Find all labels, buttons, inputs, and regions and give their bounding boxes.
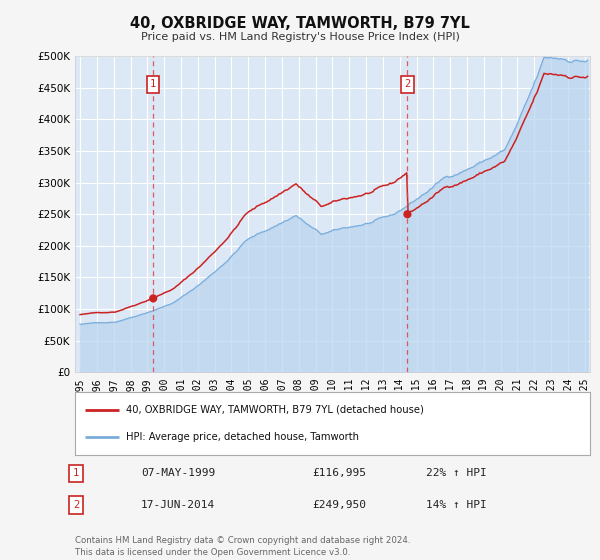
Text: Contains HM Land Registry data © Crown copyright and database right 2024.: Contains HM Land Registry data © Crown c…	[75, 536, 410, 545]
Text: 22% ↑ HPI: 22% ↑ HPI	[426, 468, 487, 478]
Text: 1: 1	[150, 80, 157, 90]
Text: This data is licensed under the Open Government Licence v3.0.: This data is licensed under the Open Gov…	[75, 548, 350, 557]
Text: 07-MAY-1999: 07-MAY-1999	[141, 468, 215, 478]
Point	[148, 294, 158, 303]
Text: HPI: Average price, detached house, Tamworth: HPI: Average price, detached house, Tamw…	[127, 432, 359, 442]
Text: 40, OXBRIDGE WAY, TAMWORTH, B79 7YL: 40, OXBRIDGE WAY, TAMWORTH, B79 7YL	[130, 16, 470, 31]
Text: 14% ↑ HPI: 14% ↑ HPI	[426, 500, 487, 510]
Text: 1: 1	[73, 468, 79, 478]
Text: 17-JUN-2014: 17-JUN-2014	[141, 500, 215, 510]
Text: 40, OXBRIDGE WAY, TAMWORTH, B79 7YL (detached house): 40, OXBRIDGE WAY, TAMWORTH, B79 7YL (det…	[127, 404, 424, 414]
Text: 2: 2	[73, 500, 79, 510]
Text: £249,950: £249,950	[312, 500, 366, 510]
Text: Price paid vs. HM Land Registry's House Price Index (HPI): Price paid vs. HM Land Registry's House …	[140, 32, 460, 42]
Text: 2: 2	[404, 80, 410, 90]
Text: £116,995: £116,995	[312, 468, 366, 478]
Point	[403, 210, 412, 219]
